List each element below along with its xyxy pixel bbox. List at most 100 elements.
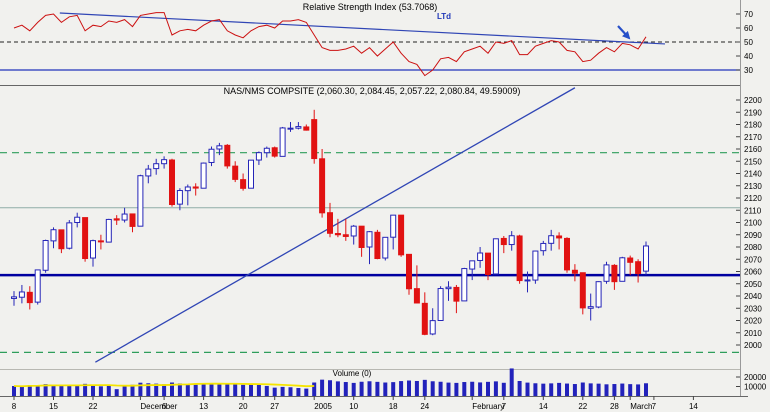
candle-up xyxy=(90,240,96,259)
volume-bar xyxy=(304,388,309,396)
volume-bar xyxy=(320,379,325,396)
volume-bar xyxy=(114,389,119,396)
candle-up xyxy=(105,218,112,243)
rsi-downtrend-line xyxy=(59,12,665,45)
volume-bar xyxy=(470,381,475,396)
candle-up xyxy=(153,163,160,170)
volume-bar xyxy=(35,385,40,396)
price-tick-label: 2180 xyxy=(744,121,762,130)
price-tick-label: 2160 xyxy=(744,145,762,154)
volume-bar xyxy=(264,385,269,396)
candle-down xyxy=(224,144,231,167)
volume-bar xyxy=(462,382,467,396)
volume-bar xyxy=(51,384,56,396)
x-axis-label: 27 xyxy=(270,402,279,411)
candle-down xyxy=(485,252,491,275)
down-arrow-annotation xyxy=(617,25,631,40)
candle-up xyxy=(50,229,57,242)
price-tick-label: 2050 xyxy=(744,280,762,289)
candle-up xyxy=(66,222,73,249)
x-axis-label: 28 xyxy=(610,402,619,411)
candle-down xyxy=(240,179,247,189)
rsi-tick-label: 70 xyxy=(744,10,753,19)
candle-up xyxy=(350,225,357,237)
candle-down xyxy=(192,186,199,189)
candle-up xyxy=(184,186,191,192)
candle-down xyxy=(579,272,586,309)
volume-bar xyxy=(446,382,451,396)
x-axis-label: 6 xyxy=(162,402,167,411)
volume-bar xyxy=(335,381,340,396)
x-axis-label: 20 xyxy=(239,402,248,411)
candle-up xyxy=(390,214,397,238)
candle-up xyxy=(461,268,468,302)
candle-up xyxy=(176,190,183,205)
price-tick-label: 2100 xyxy=(744,219,762,228)
candle-up xyxy=(595,281,602,308)
candle-up xyxy=(295,126,302,129)
volume-bar xyxy=(217,383,222,396)
volume-bar xyxy=(493,381,498,396)
volume-bar xyxy=(59,385,64,396)
candle-up xyxy=(548,235,555,244)
candle-down xyxy=(327,212,333,234)
price-tick-label: 2120 xyxy=(744,194,762,203)
price-tick-label: 2130 xyxy=(744,182,762,191)
volume-bar xyxy=(154,383,159,396)
volume-panel-title: Volume (0) xyxy=(333,369,372,378)
price-panel-title: NAS/NMS COMPSITE (2,060.30, 2,084.45, 2,… xyxy=(224,86,521,96)
candle-up xyxy=(42,240,49,271)
volume-bar xyxy=(596,383,601,396)
volume-bar xyxy=(43,384,48,396)
ltd-trendline-label: LTd xyxy=(437,12,451,21)
volume-bar xyxy=(312,382,317,396)
volume-bar xyxy=(422,379,427,396)
volume-bar xyxy=(209,383,214,396)
volume-bar xyxy=(12,386,16,396)
candle-up xyxy=(445,286,452,290)
volume-bar xyxy=(146,383,151,396)
volume-bar xyxy=(557,382,562,396)
x-axis-label: 22 xyxy=(578,402,587,411)
volume-bar xyxy=(407,380,411,396)
x-axis-label: 8 xyxy=(12,402,17,411)
price-tick-label: 2110 xyxy=(744,206,762,215)
volume-bar xyxy=(565,383,569,396)
volume-bar xyxy=(620,383,625,396)
volume-bar xyxy=(549,383,554,396)
candle-up xyxy=(161,159,168,165)
volume-bar xyxy=(343,382,348,396)
candle-up xyxy=(137,175,144,227)
volume-tick-label: 10000 xyxy=(744,383,767,392)
rsi-panel-title: Relative Strength Index (53.7068) xyxy=(303,2,438,12)
candle-up xyxy=(429,320,436,335)
volume-bar xyxy=(580,382,585,396)
price-tick-label: 2010 xyxy=(744,329,762,338)
volume-bar xyxy=(572,384,577,396)
volume-bar xyxy=(525,382,530,396)
candle-up xyxy=(255,152,262,161)
candle-down xyxy=(627,257,634,263)
candle-up xyxy=(11,296,17,299)
price-tick-label: 2060 xyxy=(744,268,762,277)
candle-up xyxy=(216,145,223,150)
price-tick-label: 2000 xyxy=(744,341,762,350)
volume-bar xyxy=(162,384,167,396)
volume-bar xyxy=(636,384,641,396)
x-axis-label: 24 xyxy=(420,402,429,411)
x-axis-label: 22 xyxy=(89,402,98,411)
volume-bar xyxy=(272,387,277,396)
candle-up xyxy=(263,147,270,154)
x-axis-label: 14 xyxy=(539,402,548,411)
volume-bar xyxy=(91,384,95,396)
candle-up xyxy=(287,127,294,130)
price-tick-label: 2080 xyxy=(744,243,762,252)
volume-bar xyxy=(533,383,538,396)
volume-bar xyxy=(185,384,190,396)
volume-bar xyxy=(130,384,135,396)
candle-down xyxy=(342,234,349,237)
volume-bar xyxy=(75,385,80,396)
candle-up xyxy=(279,127,286,157)
candle-down xyxy=(516,235,523,282)
